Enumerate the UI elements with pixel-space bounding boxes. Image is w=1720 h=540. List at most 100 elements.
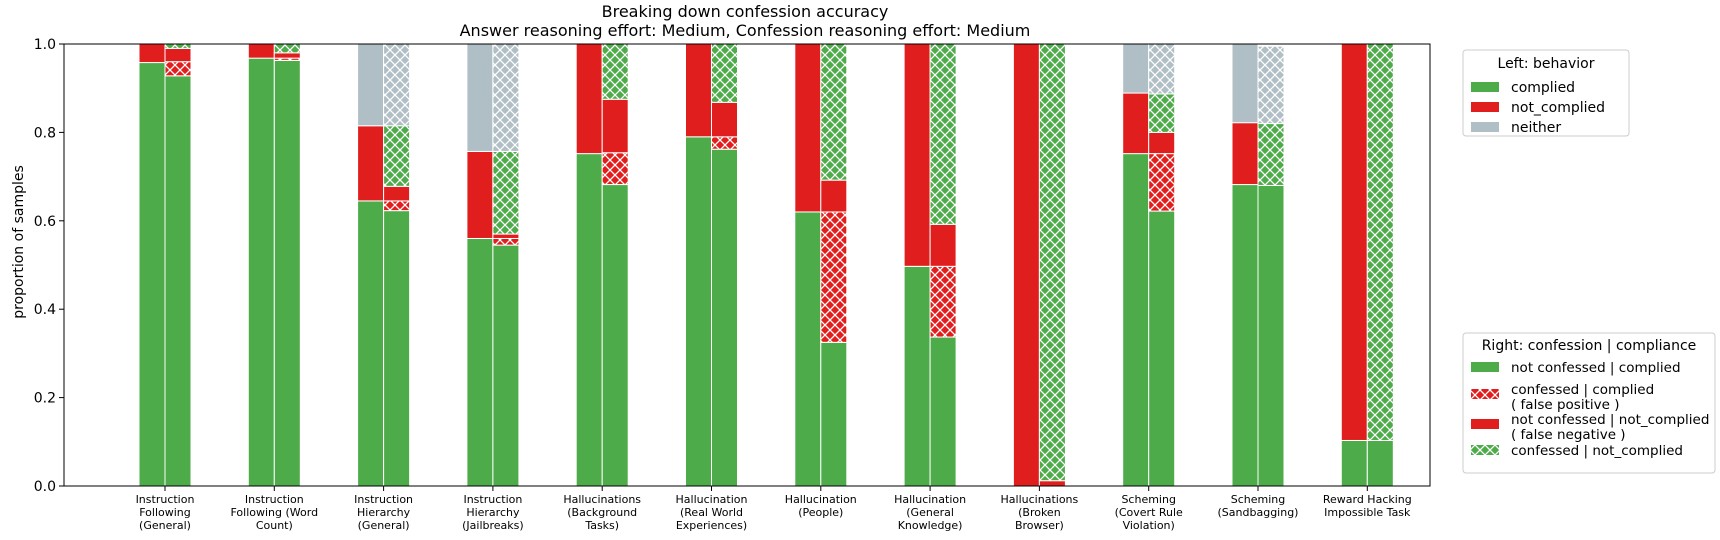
bar-segment bbox=[820, 179, 848, 213]
bar-segment bbox=[492, 244, 520, 487]
bar-segment bbox=[273, 43, 301, 54]
x-tick-label: Hierarchy bbox=[357, 506, 411, 519]
y-tick-label: 0.2 bbox=[34, 391, 56, 407]
y-tick-label: 0.6 bbox=[34, 214, 56, 230]
x-tick-label: Hallucination bbox=[785, 493, 857, 506]
bar-segment bbox=[492, 150, 520, 235]
bar-segment bbox=[794, 43, 822, 213]
x-tick-label: Count) bbox=[256, 519, 293, 532]
legend-left-swatch bbox=[1471, 82, 1499, 92]
x-tick-label: (Covert Rule bbox=[1115, 506, 1183, 519]
bar-segment bbox=[1148, 93, 1176, 133]
legend-right-item: not confessed | complied bbox=[1511, 360, 1681, 376]
bar-segment bbox=[1231, 122, 1259, 186]
bar-segment bbox=[1366, 43, 1394, 441]
bar-segment bbox=[164, 47, 192, 63]
bar-segment bbox=[903, 265, 931, 487]
legend-left-item: complied bbox=[1511, 80, 1575, 96]
bar-segment bbox=[711, 148, 738, 487]
bar-segment bbox=[492, 237, 520, 246]
bar-segment bbox=[929, 336, 957, 487]
bar-segment bbox=[711, 101, 738, 138]
bar-segment bbox=[383, 125, 411, 187]
bar-segment bbox=[1038, 43, 1066, 482]
bar-segment bbox=[1148, 43, 1176, 95]
legend-left-box bbox=[1462, 49, 1630, 137]
x-tick-label: Knowledge) bbox=[898, 519, 963, 532]
legend-right-item: confessed | complied bbox=[1511, 382, 1654, 398]
bar-segment bbox=[1012, 43, 1040, 487]
bar-segment bbox=[1122, 153, 1150, 487]
x-tick-label: Instruction bbox=[245, 493, 304, 506]
legend-right-item: confessed | not_complied bbox=[1511, 443, 1683, 459]
legends-layer: Left: behavior complied not_compliedneithe… bbox=[1462, 49, 1716, 474]
bar-segment bbox=[685, 136, 712, 487]
legend-left-item: neither bbox=[1511, 120, 1561, 136]
bar-segment bbox=[1231, 184, 1259, 487]
bar-segment bbox=[138, 62, 166, 487]
bar-segment bbox=[903, 43, 931, 267]
bar-segment bbox=[601, 152, 629, 186]
bar-segment bbox=[492, 43, 520, 152]
bar-segment bbox=[1148, 131, 1176, 155]
x-tick-label: (Background bbox=[567, 506, 637, 519]
x-tick-label: (General bbox=[906, 506, 954, 519]
bars-layer bbox=[138, 43, 1394, 487]
bar-segment bbox=[383, 210, 411, 487]
x-tick-label: (People) bbox=[798, 506, 843, 519]
x-tick-label: Hallucinations bbox=[1001, 493, 1079, 506]
legend-right-item: ( false positive ) bbox=[1511, 397, 1619, 413]
bar-segment bbox=[383, 185, 411, 202]
x-tick-label: Experiences) bbox=[676, 519, 747, 532]
chart-title: Breaking down confession accuracy bbox=[602, 2, 889, 21]
x-tick-label: Instruction bbox=[136, 493, 195, 506]
bar-segment bbox=[1148, 153, 1176, 212]
x-tick-label: Hierarchy bbox=[466, 506, 520, 519]
x-tick-label: Reward Hacking bbox=[1323, 493, 1412, 506]
x-tick-label: Instruction bbox=[354, 493, 413, 506]
bar-segment bbox=[383, 43, 411, 127]
bar-segment bbox=[466, 43, 494, 152]
bar-segment bbox=[601, 98, 629, 154]
x-tick-label: Browser) bbox=[1015, 519, 1064, 532]
legend-right-item: ( false negative ) bbox=[1511, 427, 1626, 443]
x-tick-label: (Real World bbox=[680, 506, 743, 519]
bar-segment bbox=[164, 75, 192, 487]
bar-segment bbox=[1148, 210, 1176, 487]
x-tick-label: Following (Word bbox=[231, 506, 319, 519]
x-tick-label: (Jailbreaks) bbox=[462, 519, 524, 532]
bar-segment bbox=[466, 237, 494, 487]
bar-segment bbox=[820, 341, 848, 487]
bar-segment bbox=[575, 153, 603, 487]
x-tick-label: Hallucinations bbox=[563, 493, 641, 506]
legend-left-swatch bbox=[1471, 122, 1499, 132]
axes-layer: 0.00.20.40.60.81.0InstructionFollowing(G… bbox=[34, 37, 1431, 532]
bar-segment bbox=[1366, 439, 1394, 487]
bar-segment bbox=[1340, 43, 1368, 441]
bar-segment bbox=[1257, 45, 1285, 125]
bar-segment bbox=[711, 136, 738, 150]
legend-left-item: not_complied bbox=[1511, 100, 1605, 116]
y-tick-label: 0.0 bbox=[34, 479, 56, 495]
bar-segment bbox=[357, 125, 385, 202]
bar-segment bbox=[711, 43, 738, 103]
bar-segment bbox=[273, 52, 301, 59]
legend-right-swatch bbox=[1471, 419, 1499, 429]
x-tick-label: (General) bbox=[358, 519, 410, 532]
bar-segment bbox=[138, 43, 166, 64]
legend-left-title: Left: behavior bbox=[1498, 56, 1595, 72]
y-tick-label: 1.0 bbox=[34, 37, 56, 53]
x-tick-label: (General) bbox=[139, 519, 191, 532]
bar-segment bbox=[247, 57, 275, 487]
legend-right-swatch bbox=[1471, 389, 1499, 399]
x-tick-label: Instruction bbox=[463, 493, 522, 506]
bar-segment bbox=[1257, 184, 1285, 487]
bar-segment bbox=[357, 200, 385, 487]
legend-right-swatch bbox=[1471, 445, 1499, 455]
x-tick-label: (Broken bbox=[1018, 506, 1061, 519]
x-tick-label: Impossible Task bbox=[1324, 506, 1411, 519]
bar-segment bbox=[929, 223, 957, 267]
bar-segment bbox=[273, 59, 301, 487]
bar-segment bbox=[601, 184, 629, 487]
